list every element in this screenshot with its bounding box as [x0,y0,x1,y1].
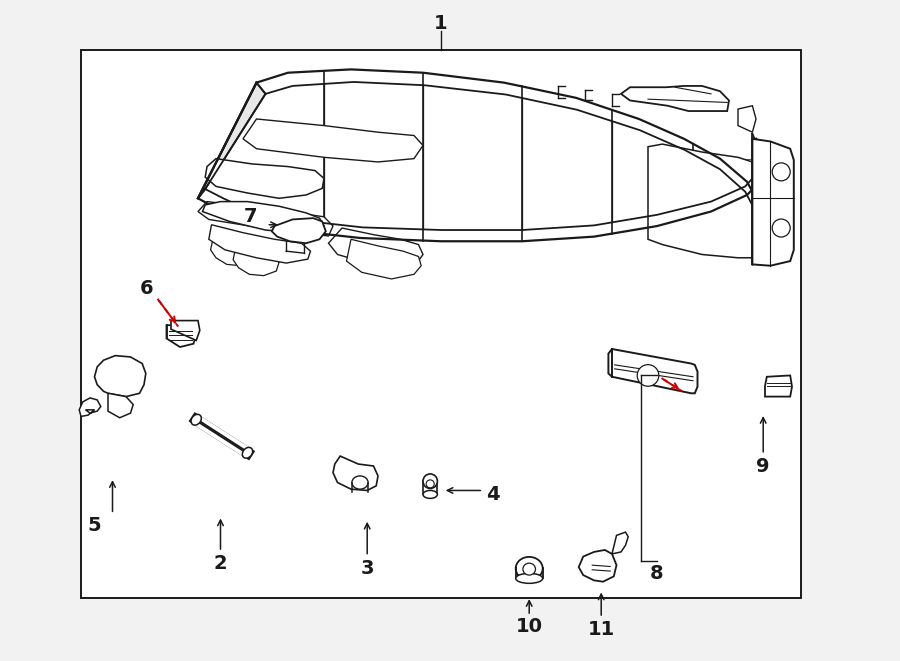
Polygon shape [272,218,326,243]
Circle shape [772,163,790,181]
Polygon shape [79,398,101,416]
Text: 3: 3 [360,559,374,578]
Polygon shape [346,239,421,279]
Polygon shape [333,456,378,490]
Text: 1: 1 [434,14,448,32]
Polygon shape [94,356,146,397]
Polygon shape [328,228,423,268]
Ellipse shape [523,563,536,575]
Polygon shape [223,165,297,185]
Circle shape [772,219,790,237]
Ellipse shape [423,474,437,488]
Ellipse shape [426,480,434,488]
Polygon shape [202,202,324,233]
Polygon shape [233,245,279,276]
Polygon shape [209,225,310,263]
Polygon shape [579,550,617,582]
Polygon shape [243,119,423,162]
Polygon shape [166,325,196,347]
Text: 11: 11 [588,620,615,639]
Polygon shape [765,375,792,397]
Polygon shape [198,202,333,236]
Polygon shape [108,393,133,418]
Polygon shape [612,532,628,554]
Circle shape [637,365,659,386]
Bar [81,50,801,598]
Text: 9: 9 [756,457,770,475]
Polygon shape [648,144,752,258]
Ellipse shape [242,447,253,458]
Ellipse shape [516,557,543,580]
Ellipse shape [423,490,437,498]
Text: 6: 6 [140,280,154,298]
Text: 8: 8 [650,564,664,582]
Polygon shape [211,235,256,266]
Ellipse shape [352,476,368,489]
Ellipse shape [191,414,202,425]
Text: 2: 2 [213,554,228,572]
Polygon shape [171,321,200,340]
Polygon shape [621,86,729,111]
Polygon shape [198,83,266,198]
Ellipse shape [516,574,543,584]
Text: 5: 5 [87,516,102,535]
Text: 7: 7 [243,208,257,226]
Text: 10: 10 [516,617,543,636]
Polygon shape [205,159,324,198]
Polygon shape [752,139,794,266]
Polygon shape [738,106,756,132]
Polygon shape [608,349,698,393]
Text: 4: 4 [486,485,500,504]
